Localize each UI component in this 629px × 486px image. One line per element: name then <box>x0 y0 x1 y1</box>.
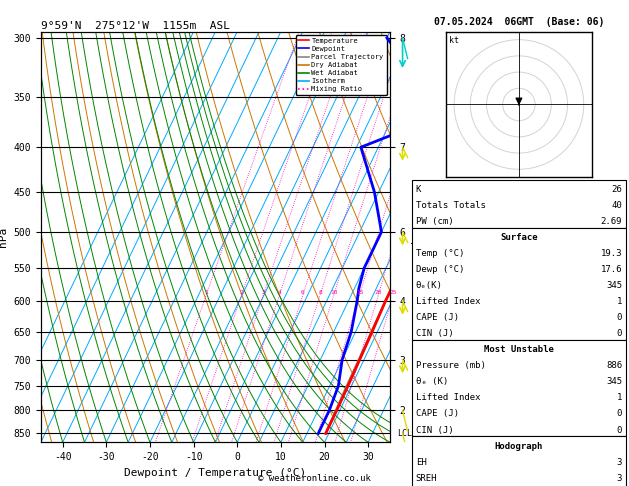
Text: 0: 0 <box>616 410 622 418</box>
Text: 17.6: 17.6 <box>601 265 622 274</box>
Text: Lifted Index: Lifted Index <box>416 394 481 402</box>
Text: 8: 8 <box>318 290 322 295</box>
Text: 345: 345 <box>606 378 622 386</box>
Text: 1: 1 <box>616 297 622 306</box>
Text: 9°59'N  275°12'W  1155m  ASL: 9°59'N 275°12'W 1155m ASL <box>41 21 230 31</box>
Text: SREH: SREH <box>416 474 437 483</box>
Text: Surface: Surface <box>500 233 538 242</box>
Text: θₑ (K): θₑ (K) <box>416 378 448 386</box>
Text: 886: 886 <box>606 362 622 370</box>
Text: 20: 20 <box>375 290 382 295</box>
Text: CAPE (J): CAPE (J) <box>416 313 459 322</box>
Text: Dewp (°C): Dewp (°C) <box>416 265 464 274</box>
Text: Hodograph: Hodograph <box>495 442 543 451</box>
Text: Totals Totals: Totals Totals <box>416 201 486 210</box>
Text: CAPE (J): CAPE (J) <box>416 410 459 418</box>
Legend: Temperature, Dewpoint, Parcel Trajectory, Dry Adiabat, Wet Adiabat, Isotherm, Mi: Temperature, Dewpoint, Parcel Trajectory… <box>296 35 386 95</box>
Text: 40: 40 <box>611 201 622 210</box>
Text: 26: 26 <box>611 185 622 194</box>
Text: © weatheronline.co.uk: © weatheronline.co.uk <box>258 474 371 483</box>
Text: K: K <box>416 185 421 194</box>
Text: 1: 1 <box>204 290 208 295</box>
Text: 0: 0 <box>616 330 622 338</box>
Text: 2.69: 2.69 <box>601 217 622 226</box>
Text: Most Unstable: Most Unstable <box>484 346 554 354</box>
Text: θₑ(K): θₑ(K) <box>416 281 443 290</box>
Y-axis label: hPa: hPa <box>0 227 8 247</box>
X-axis label: Dewpoint / Temperature (°C): Dewpoint / Temperature (°C) <box>125 468 306 478</box>
Text: Mixing Ratio (g/kg): Mixing Ratio (g/kg) <box>420 190 430 284</box>
Text: CIN (J): CIN (J) <box>416 330 454 338</box>
Text: 15: 15 <box>356 290 364 295</box>
Text: 4: 4 <box>277 290 281 295</box>
Text: CIN (J): CIN (J) <box>416 426 454 434</box>
Text: Lifted Index: Lifted Index <box>416 297 481 306</box>
Text: EH: EH <box>416 458 426 467</box>
Text: 2: 2 <box>240 290 243 295</box>
Text: Temp (°C): Temp (°C) <box>416 249 464 258</box>
Text: 3: 3 <box>616 474 622 483</box>
Y-axis label: km
ASL: km ASL <box>411 228 433 246</box>
Text: LCL: LCL <box>397 429 412 438</box>
Text: 6: 6 <box>301 290 305 295</box>
Text: 0: 0 <box>616 313 622 322</box>
Text: 1: 1 <box>616 394 622 402</box>
Text: PW (cm): PW (cm) <box>416 217 454 226</box>
Text: Pressure (mb): Pressure (mb) <box>416 362 486 370</box>
Text: 19.3: 19.3 <box>601 249 622 258</box>
Text: 10: 10 <box>330 290 338 295</box>
Text: 345: 345 <box>606 281 622 290</box>
Text: 3: 3 <box>262 290 265 295</box>
Text: 0: 0 <box>616 426 622 434</box>
Text: kt: kt <box>449 36 459 45</box>
Text: 3: 3 <box>616 458 622 467</box>
Text: 25: 25 <box>389 290 397 295</box>
Text: 07.05.2024  06GMT  (Base: 06): 07.05.2024 06GMT (Base: 06) <box>434 17 604 27</box>
